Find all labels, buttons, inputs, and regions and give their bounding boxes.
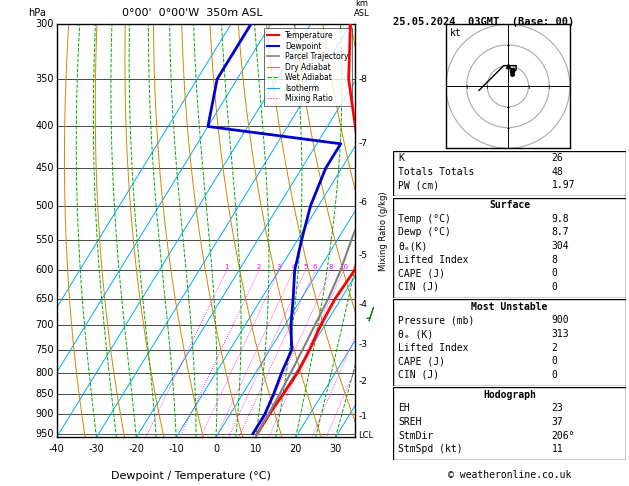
Text: 6: 6	[313, 264, 317, 271]
Text: 20: 20	[289, 444, 302, 453]
Text: 37: 37	[552, 417, 563, 427]
Text: 206°: 206°	[552, 431, 575, 441]
Text: 10: 10	[250, 444, 262, 453]
Text: 0°00'  0°00'W  350m ASL: 0°00' 0°00'W 350m ASL	[122, 8, 263, 18]
Text: -8: -8	[359, 74, 367, 84]
Text: -10: -10	[168, 444, 184, 453]
Text: CIN (J): CIN (J)	[398, 282, 439, 292]
Text: -1: -1	[359, 412, 367, 421]
Text: Lifted Index: Lifted Index	[398, 343, 469, 353]
Legend: Temperature, Dewpoint, Parcel Trajectory, Dry Adiabat, Wet Adiabat, Isotherm, Mi: Temperature, Dewpoint, Parcel Trajectory…	[264, 28, 352, 106]
Text: Dewpoint / Temperature (°C): Dewpoint / Temperature (°C)	[111, 471, 271, 482]
Text: 900: 900	[552, 315, 569, 326]
Text: EH: EH	[398, 403, 410, 414]
Text: 900: 900	[35, 410, 53, 419]
Text: 400: 400	[35, 122, 53, 132]
Text: Totals Totals: Totals Totals	[398, 167, 474, 177]
Text: -2: -2	[359, 377, 367, 386]
Text: CIN (J): CIN (J)	[398, 370, 439, 380]
Text: 313: 313	[552, 329, 569, 339]
Text: 304: 304	[552, 241, 569, 251]
Text: 26: 26	[552, 153, 563, 163]
Text: 550: 550	[35, 235, 53, 244]
Text: -20: -20	[128, 444, 144, 453]
Text: -5: -5	[359, 251, 367, 260]
Text: 500: 500	[35, 201, 53, 211]
Text: -4: -4	[359, 300, 367, 309]
Text: 700: 700	[35, 320, 53, 330]
Text: 650: 650	[35, 294, 53, 304]
Text: 3: 3	[277, 264, 281, 271]
Text: 0: 0	[552, 268, 557, 278]
Text: Hodograph: Hodograph	[483, 390, 536, 400]
Text: 0: 0	[552, 282, 557, 292]
Text: -30: -30	[89, 444, 104, 453]
Text: 750: 750	[35, 345, 53, 355]
Text: 8: 8	[552, 255, 557, 265]
Text: -6: -6	[359, 198, 367, 207]
Text: km
ASL: km ASL	[353, 0, 369, 18]
Text: 8.7: 8.7	[552, 227, 569, 238]
Text: Surface: Surface	[489, 200, 530, 210]
Text: StmDir: StmDir	[398, 431, 433, 441]
Text: 5: 5	[303, 264, 308, 271]
Text: CAPE (J): CAPE (J)	[398, 268, 445, 278]
Text: Dewp (°C): Dewp (°C)	[398, 227, 451, 238]
Text: 4: 4	[291, 264, 296, 271]
Text: 11: 11	[552, 444, 563, 454]
Text: 48: 48	[552, 167, 563, 177]
Text: 30: 30	[330, 444, 342, 453]
Text: SREH: SREH	[398, 417, 421, 427]
Text: LCL: LCL	[359, 431, 374, 440]
Text: 300: 300	[35, 19, 53, 29]
Text: 850: 850	[35, 389, 53, 399]
Text: Lifted Index: Lifted Index	[398, 255, 469, 265]
Text: 23: 23	[552, 403, 563, 414]
Text: 1.97: 1.97	[552, 180, 575, 191]
Text: -7: -7	[359, 139, 367, 148]
Text: CAPE (J): CAPE (J)	[398, 356, 445, 366]
Text: 600: 600	[35, 265, 53, 276]
Text: StmSpd (kt): StmSpd (kt)	[398, 444, 463, 454]
Text: -40: -40	[48, 444, 65, 453]
Text: 0: 0	[213, 444, 219, 453]
Text: 1: 1	[225, 264, 229, 271]
Text: kt: kt	[450, 28, 462, 38]
Text: -3: -3	[359, 341, 367, 349]
Text: PW (cm): PW (cm)	[398, 180, 439, 191]
Text: 10: 10	[339, 264, 348, 271]
Text: 2: 2	[257, 264, 261, 271]
Text: Mixing Ratio (g/kg): Mixing Ratio (g/kg)	[379, 191, 388, 271]
Text: 0: 0	[552, 370, 557, 380]
Text: 350: 350	[35, 74, 53, 84]
Text: K: K	[398, 153, 404, 163]
Text: θₑ(K): θₑ(K)	[398, 241, 428, 251]
Text: 9.8: 9.8	[552, 214, 569, 224]
Text: 450: 450	[35, 163, 53, 174]
Text: θₑ (K): θₑ (K)	[398, 329, 433, 339]
Text: 0: 0	[552, 356, 557, 366]
Text: 8: 8	[328, 264, 333, 271]
Text: © weatheronline.co.uk: © weatheronline.co.uk	[448, 470, 571, 480]
Text: hPa: hPa	[28, 8, 46, 18]
Text: 950: 950	[35, 429, 53, 439]
Text: 2: 2	[552, 343, 557, 353]
Text: 800: 800	[35, 367, 53, 378]
Text: Pressure (mb): Pressure (mb)	[398, 315, 474, 326]
Text: 25.05.2024  03GMT  (Base: 00): 25.05.2024 03GMT (Base: 00)	[393, 17, 574, 27]
Text: Most Unstable: Most Unstable	[471, 302, 548, 312]
Text: Temp (°C): Temp (°C)	[398, 214, 451, 224]
